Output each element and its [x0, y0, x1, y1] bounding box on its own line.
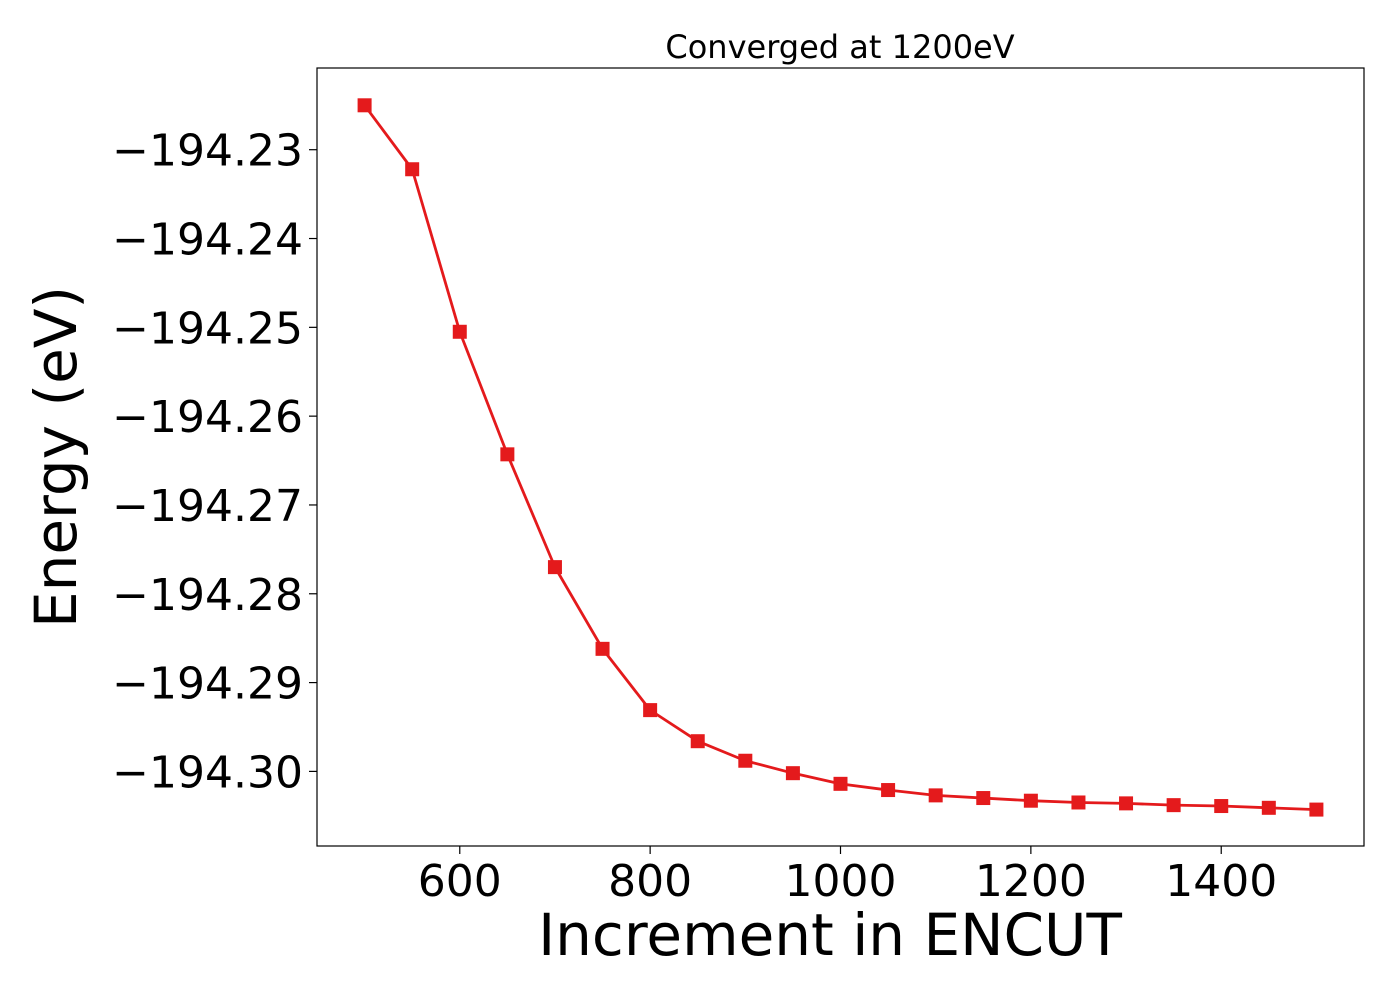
- y-tick-label: −194.23: [112, 126, 303, 177]
- data-point: [785, 766, 800, 781]
- data-point: [928, 788, 943, 803]
- x-tick-label: 1200: [975, 856, 1087, 907]
- x-axis-label: Increment in ENCUT: [538, 901, 1122, 969]
- data-point: [690, 734, 705, 749]
- y-tick-label: −194.30: [112, 747, 303, 798]
- y-tick-label: −194.29: [112, 659, 303, 710]
- data-point: [738, 753, 753, 768]
- data-point: [452, 324, 467, 339]
- data-point: [547, 560, 562, 575]
- x-tick-label: 1400: [1165, 856, 1277, 907]
- series-layer: [357, 98, 1324, 817]
- data-point: [595, 641, 610, 656]
- y-tick-label: −194.24: [112, 215, 303, 266]
- y-tick-label: −194.27: [112, 481, 303, 532]
- x-tick-label: 600: [418, 856, 502, 907]
- data-point: [405, 162, 420, 177]
- data-point: [357, 98, 372, 113]
- chart-title: Converged at 1200eV: [665, 28, 1014, 66]
- data-point: [1261, 800, 1276, 815]
- y-tick-label: −194.25: [112, 303, 303, 354]
- y-tick-label: −194.26: [112, 392, 303, 443]
- x-tick-label: 1000: [785, 856, 897, 907]
- data-point: [1166, 798, 1181, 813]
- data-point: [833, 776, 848, 791]
- data-point: [643, 703, 658, 718]
- data-point: [881, 783, 896, 798]
- data-point: [1119, 796, 1134, 811]
- data-point: [500, 447, 515, 462]
- x-tick-label: 800: [608, 856, 692, 907]
- y-axis-label: Energy (eV): [22, 286, 90, 628]
- plot-frame: [316, 67, 1365, 847]
- y-tick-label: −194.28: [112, 570, 303, 621]
- data-point: [976, 791, 991, 806]
- data-point: [1214, 799, 1229, 814]
- data-point: [1023, 793, 1038, 808]
- data-point: [1071, 795, 1086, 810]
- ticks-layer: 600 800 1000 1200 1400 −194.23 −194.24 −194.25 −…: [112, 126, 1277, 907]
- data-point: [1309, 802, 1324, 817]
